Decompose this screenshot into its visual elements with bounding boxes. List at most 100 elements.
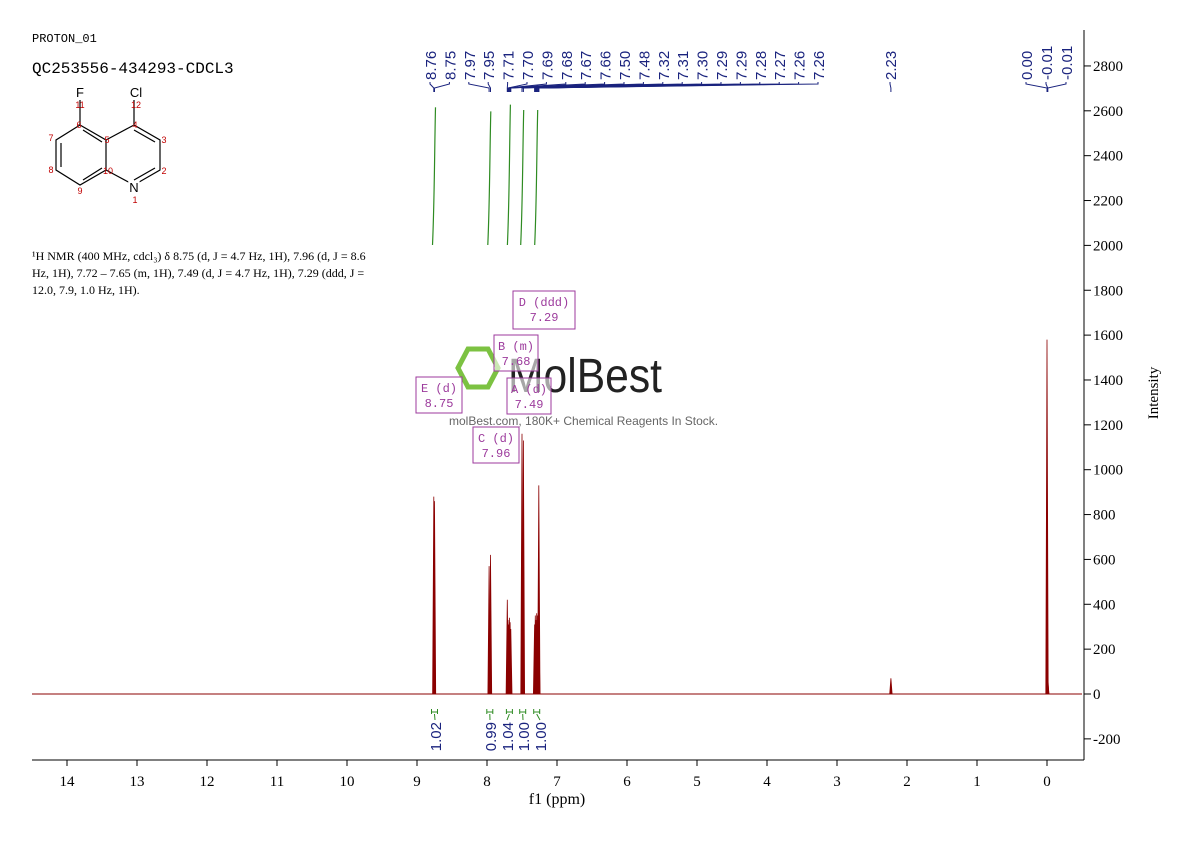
peak-label: 7.50 (617, 51, 634, 80)
peak-label: 7.67 (578, 51, 595, 80)
y-tick-label: 1600 (1093, 328, 1123, 344)
multiplet-label: A (d) (511, 383, 547, 397)
y-tick-label: 2600 (1093, 104, 1123, 120)
peak-label: 0.00 (1019, 51, 1036, 80)
peak-label: 7.71 (501, 51, 518, 80)
multiplet-shift: 7.68 (502, 355, 531, 369)
integral-label: 1.00 (533, 722, 550, 751)
integral-bracket (519, 709, 527, 721)
y-tick-label: 1800 (1093, 283, 1123, 299)
x-tick-label: 2 (903, 774, 911, 790)
atom-number: 12 (131, 100, 141, 110)
multiplet-shift: 7.49 (515, 398, 544, 412)
watermark-tagline: molBest.com, 180K+ Chemical Reagents In … (449, 414, 718, 428)
experiment: PROTON_01 (32, 32, 97, 46)
multiplet-box (472, 426, 520, 464)
x-tick-label: 0 (1043, 774, 1051, 790)
x-tick-label: 10 (340, 774, 355, 790)
peak-label-leader (507, 82, 528, 92)
peak-label: 7.66 (598, 51, 615, 80)
peak-label: 7.29 (733, 51, 750, 80)
y-tick-label: 1000 (1093, 463, 1123, 479)
peak-label-leader (487, 82, 491, 92)
multiplet-shift: 7.96 (482, 447, 511, 461)
x-tick-label: 3 (833, 774, 841, 790)
peak-label: -0.01 (1039, 46, 1056, 80)
peak-label: 2.23 (883, 51, 900, 80)
x-tick-label: 4 (763, 774, 771, 790)
peak-label: 7.95 (481, 51, 498, 80)
atom-number: 7 (48, 133, 53, 143)
atom-number: 10 (103, 166, 113, 176)
integral-curve (534, 109, 539, 246)
peak-label: 7.69 (539, 51, 556, 80)
structure (55, 100, 161, 186)
peak-label: 7.68 (559, 51, 576, 80)
watermark-logo (455, 346, 501, 390)
y-tick-label: 2000 (1093, 238, 1123, 254)
y-tick-label: 1400 (1093, 373, 1123, 389)
integral-bracket (486, 709, 494, 721)
peak (1046, 680, 1050, 695)
atom-number: 5 (104, 135, 109, 145)
y-tick-label: 2400 (1093, 149, 1123, 165)
atom-number: 6 (76, 120, 81, 130)
integral-bracket (431, 709, 438, 721)
peak-label: 7.97 (462, 51, 479, 80)
integral-bracket (505, 709, 513, 721)
atom-number: 9 (77, 186, 82, 196)
multiplet-box (512, 290, 576, 330)
atom-number: 2 (161, 166, 166, 176)
y-tick-label: 2200 (1093, 194, 1123, 210)
y-tick-label: 2800 (1093, 59, 1123, 75)
x-tick-label: 13 (130, 774, 145, 790)
y-tick-label: 0 (1093, 687, 1101, 703)
multiplet-box (415, 376, 463, 414)
y-tick-label: 800 (1093, 508, 1116, 524)
peak-label: 8.76 (423, 51, 440, 80)
x-tick-label: 12 (200, 774, 215, 790)
peak-label: 8.75 (442, 51, 459, 80)
ring (105, 124, 161, 186)
peak-label-leader (889, 82, 892, 92)
peak-label-leader (429, 82, 435, 92)
integral-label: 0.99 (483, 722, 500, 751)
integral-label: 1.04 (500, 722, 517, 751)
peak (1045, 339, 1049, 695)
atom-label: N (129, 180, 138, 195)
nmr-description: ¹H NMR (400 MHz, cdcl₃) δ 8.75 (d, J = 4… (32, 249, 366, 297)
peak-label-leader (1047, 82, 1067, 92)
peak (537, 628, 541, 695)
atom-label: Cl (130, 85, 142, 100)
multiplet-label: E (d) (421, 382, 457, 396)
peak-label: 7.26 (811, 51, 828, 80)
y-tick-label: 600 (1093, 552, 1116, 568)
atom-label: F (76, 85, 84, 100)
watermark: MolBest molBest.com, 180K+ Chemical Reag… (449, 346, 718, 428)
multiplet-label: B (m) (498, 340, 534, 354)
y-tick-label: 400 (1093, 597, 1116, 613)
peak-label: 7.27 (772, 51, 789, 80)
multiplet-label: C (d) (478, 432, 514, 446)
integral-curve (520, 109, 525, 246)
x-tick-label: 9 (413, 774, 421, 790)
integral-bracket (533, 709, 541, 721)
y-axis-label: Intensity (1146, 366, 1162, 419)
x-tick-label: 5 (693, 774, 701, 790)
peak-label-leader (468, 82, 490, 92)
peak (889, 678, 893, 695)
multiplet-box (506, 377, 552, 415)
y-tick-label: 1200 (1093, 418, 1123, 434)
x-tick-label: 11 (270, 774, 284, 790)
atom-number: 4 (132, 120, 137, 130)
double-bond (82, 167, 103, 181)
integral-label: 1.00 (516, 722, 533, 751)
x-tick-label: 14 (60, 774, 76, 790)
peak-label: 7.29 (714, 51, 731, 80)
integral-curve (506, 104, 511, 246)
peak-label-leader (510, 82, 606, 92)
double-bond (133, 167, 156, 181)
multiplet-box (493, 334, 539, 372)
